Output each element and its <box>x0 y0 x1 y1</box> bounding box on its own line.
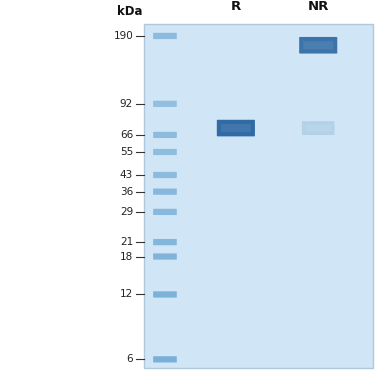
FancyBboxPatch shape <box>153 254 177 260</box>
Text: 190: 190 <box>113 31 133 41</box>
FancyBboxPatch shape <box>153 149 177 155</box>
FancyBboxPatch shape <box>153 291 177 298</box>
Text: 92: 92 <box>120 99 133 109</box>
FancyBboxPatch shape <box>217 120 255 136</box>
FancyBboxPatch shape <box>153 172 177 178</box>
FancyBboxPatch shape <box>299 37 337 54</box>
FancyBboxPatch shape <box>153 189 177 195</box>
Text: 18: 18 <box>120 252 133 261</box>
Text: 43: 43 <box>120 170 133 180</box>
Text: kDa: kDa <box>117 5 142 18</box>
FancyBboxPatch shape <box>153 239 177 245</box>
Text: R: R <box>231 0 241 13</box>
Text: 21: 21 <box>120 237 133 247</box>
Text: 29: 29 <box>120 207 133 217</box>
Text: 66: 66 <box>120 130 133 140</box>
FancyBboxPatch shape <box>153 209 177 215</box>
Text: NR: NR <box>308 0 329 13</box>
FancyBboxPatch shape <box>153 101 177 107</box>
FancyBboxPatch shape <box>221 124 251 132</box>
FancyBboxPatch shape <box>303 41 333 50</box>
Text: 36: 36 <box>120 187 133 196</box>
FancyBboxPatch shape <box>153 356 177 363</box>
Bar <box>144 24 373 368</box>
Text: 12: 12 <box>120 290 133 300</box>
Text: 55: 55 <box>120 147 133 157</box>
FancyBboxPatch shape <box>302 121 334 135</box>
FancyBboxPatch shape <box>153 132 177 138</box>
FancyBboxPatch shape <box>305 124 331 132</box>
Text: 6: 6 <box>126 354 133 364</box>
FancyBboxPatch shape <box>153 33 177 39</box>
